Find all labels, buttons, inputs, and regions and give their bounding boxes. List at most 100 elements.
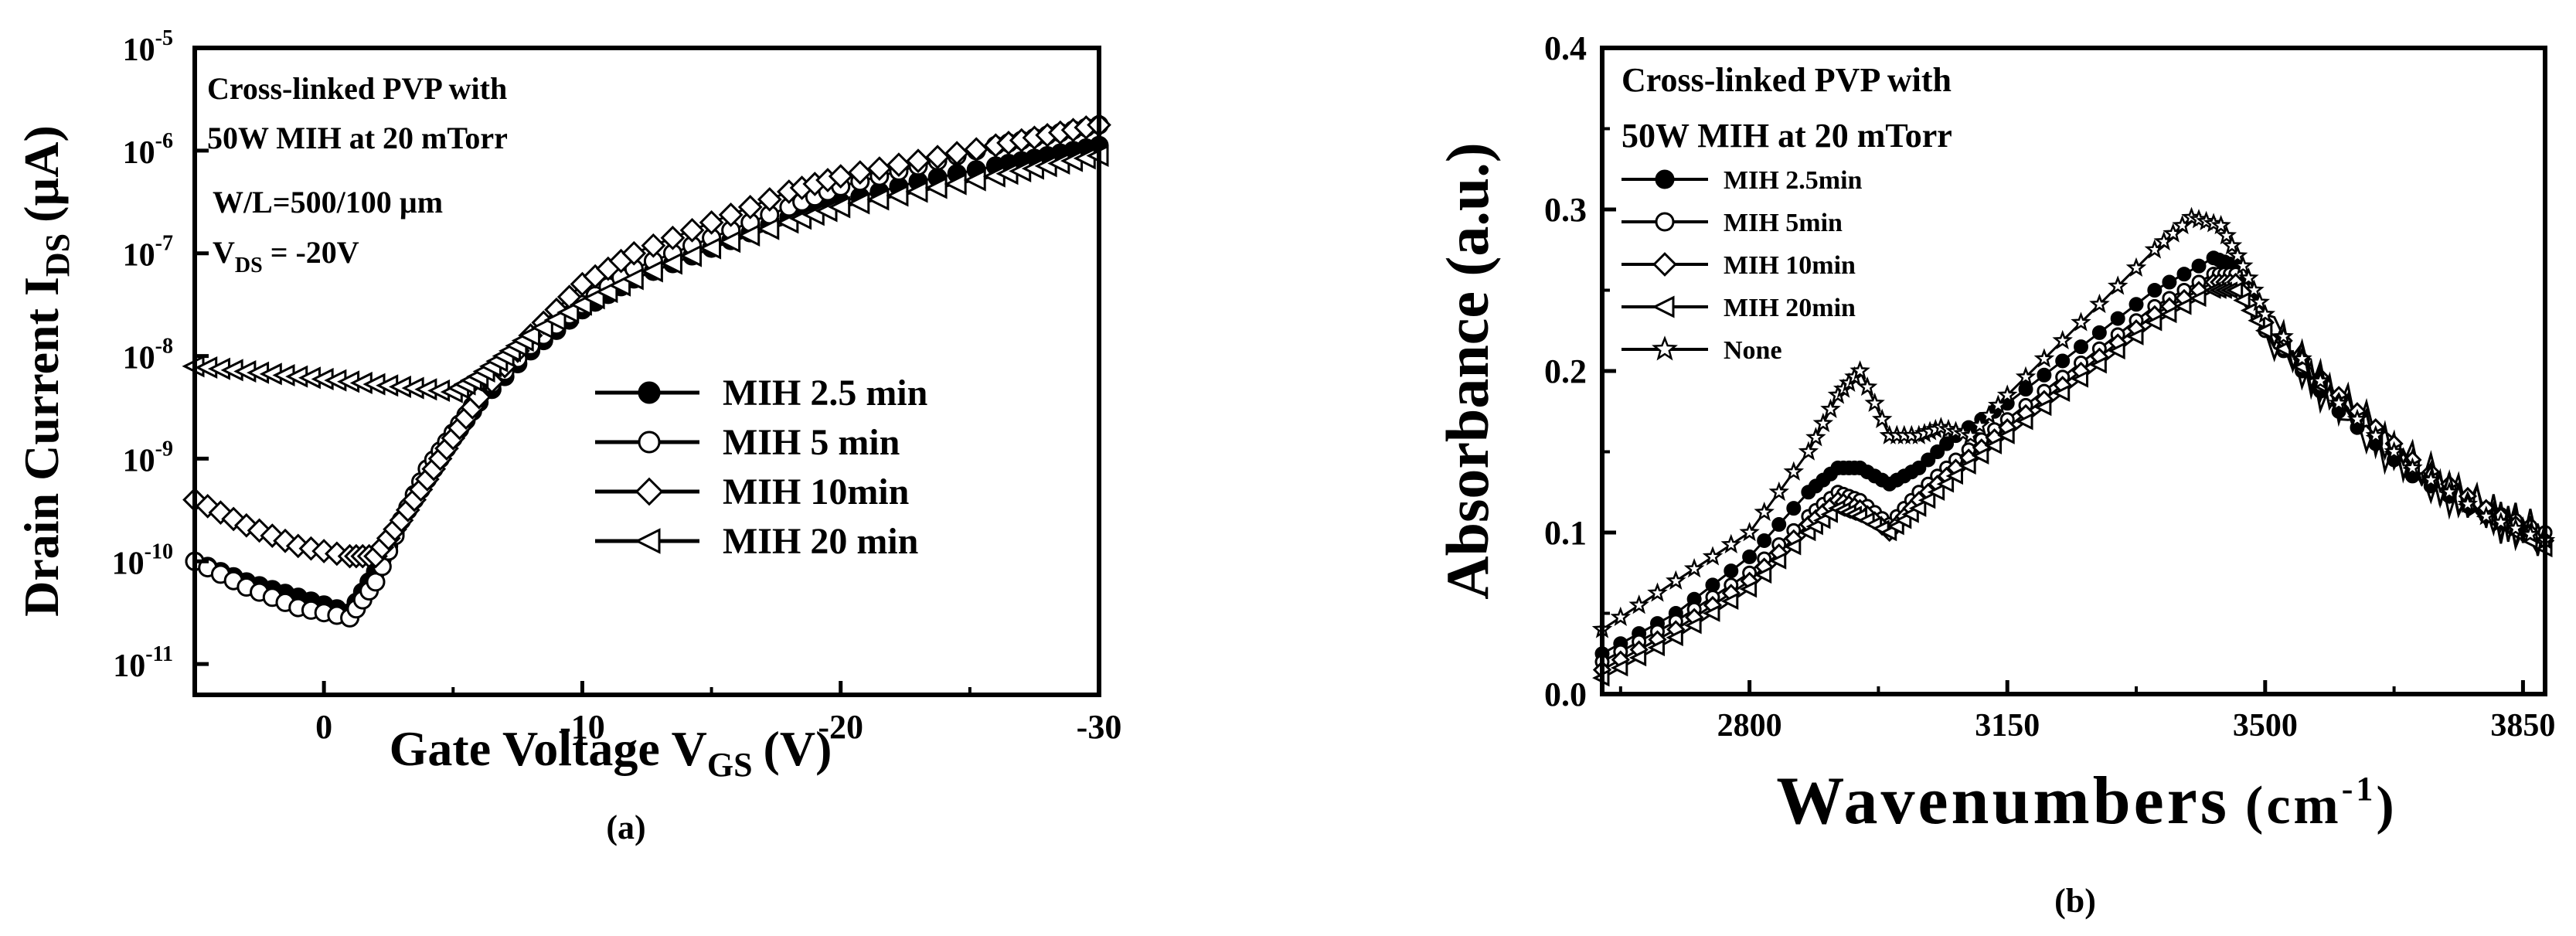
- panel-a-data-point: [924, 176, 948, 199]
- panel-a-legend-label: MIH 5 min: [723, 422, 900, 463]
- panel-b-data-point: [1984, 437, 2003, 454]
- panel-b-data-point: [2438, 481, 2460, 502]
- panel-a-xlabel-unit: (V): [764, 721, 832, 776]
- panel-b-data-point: [2052, 329, 2073, 350]
- panel-b-data-point: [2018, 382, 2033, 397]
- panel-b-xlabel: Wavenumbers (cm-1): [1776, 764, 2397, 839]
- panel-b-data-point: [2033, 348, 2055, 368]
- panel-b-data-point: [1783, 538, 1802, 556]
- panel-a-data-point: [757, 217, 780, 240]
- panel-a-data-point: [886, 184, 909, 207]
- panel-b-data-point: [1856, 376, 1878, 397]
- panel-b-y-tick-label: 0.2: [1544, 352, 1587, 390]
- panel-b-data-point: [2233, 291, 2251, 309]
- panel-a-ylabel-unit: (µA): [14, 125, 69, 223]
- panel-b-data-point: [1971, 447, 1989, 465]
- panel-a-data-point: [866, 188, 890, 211]
- panel-a-legend-marker: [638, 431, 661, 454]
- panel-b-data-point: [2216, 225, 2237, 245]
- panel-b-data-point: [1768, 552, 1787, 570]
- panel-b-data-point: [2074, 339, 2089, 355]
- panel-b-y-tick-label: 0.3: [1544, 191, 1587, 229]
- panel-b-data-point: [2520, 523, 2541, 543]
- panel-a-y-tick-base: 10: [123, 135, 155, 171]
- panel-b-data-point: [2110, 311, 2125, 326]
- panel-b-data-point: [2089, 293, 2110, 314]
- panel-a-caption: (a): [606, 808, 645, 846]
- panel-a-annotation-line-3: W/L=500/100 µm: [213, 185, 443, 220]
- panel-a-y-tick-exponent: -10: [145, 539, 173, 563]
- panel-b-xlabel-main: Wavenumbers: [1776, 764, 2230, 839]
- panel-b-data-point: [2221, 235, 2243, 255]
- panel-a-legend-marker: [635, 528, 661, 554]
- panel-a-data-point: [518, 324, 541, 347]
- panel-b-data-point: [2162, 274, 2177, 290]
- panel-a-y-tick-label: 10-11: [113, 642, 173, 684]
- panel-a-data-point: [640, 260, 663, 283]
- panel-b-data-point: [1647, 582, 1668, 602]
- panel-a-y-tick-exponent: -9: [155, 437, 173, 461]
- panel-b-legend-marker: [1655, 169, 1675, 189]
- panel-b-data-point: [1610, 606, 1632, 626]
- panel-b-data-point: [1939, 436, 1955, 451]
- panel-b-data-point: [2071, 370, 2089, 388]
- panel-a-y-tick-base: 10: [113, 648, 145, 684]
- panel-b-data-point: [2037, 367, 2052, 383]
- panel-b-data-point: [2292, 348, 2312, 368]
- panel-b-data-point: [2108, 342, 2125, 360]
- panel-a-data-point: [944, 141, 970, 166]
- panel-a-data-point: [530, 316, 553, 339]
- panel-b-data-point: [1683, 557, 1705, 578]
- panel-b-data-point: [2254, 322, 2273, 339]
- panel-a-y-tick-exponent: -8: [155, 335, 173, 359]
- panel-b-data-point: [1771, 517, 1787, 533]
- panel-a-annotation-line-1: Cross-linked PVP with: [207, 71, 507, 106]
- panel-a-legend: MIH 2.5 min MIH 5 min MIH 10min MIH 20 min: [595, 373, 927, 562]
- panel-a-data-point: [828, 196, 851, 219]
- panel-b-data-point: [2126, 328, 2144, 345]
- panel-b-data-point: [2210, 214, 2231, 235]
- panel-b-data-point: [2227, 245, 2248, 265]
- panel-a-y-tick-exponent: -7: [155, 232, 173, 256]
- panel-a-data-point: [866, 156, 892, 181]
- panel-b-data-point: [1798, 441, 1819, 461]
- panel-b-data-point: [2249, 291, 2271, 311]
- panel-b-data-point: [2232, 255, 2254, 275]
- panel-b-legend-label: MIH 20min: [1724, 294, 1856, 322]
- panel-a-annotation-vds-main: V: [213, 235, 235, 270]
- panel-a-data-point: [828, 164, 853, 189]
- panel-a-data-point: [543, 308, 567, 332]
- panel-b-legend-label: MIH 2.5min: [1724, 166, 1863, 195]
- panel-a-y-tick-base: 10: [123, 238, 155, 274]
- panel-a-data-point: [847, 160, 873, 185]
- panel-b-data-point: [1945, 467, 1963, 485]
- panel-b-data-point: [1979, 404, 1999, 424]
- panel-a-plot-frame: [192, 46, 1101, 697]
- panel-b-data-point: [1921, 452, 1936, 468]
- panel-b-legend-label: MIH 10min: [1724, 251, 1856, 280]
- panel-b-xlabel-unit: (cm: [2245, 776, 2342, 836]
- panel-b-ylabel: Absorbance (a.u.): [1434, 142, 1501, 600]
- panel-a-data-point: [963, 168, 986, 192]
- panel-b-data-point: [1739, 580, 1758, 598]
- panel-a-data-point: [847, 192, 870, 215]
- panel-b-legend: MIH 2.5min MIH 5min MIH 10min MIH 20min None: [1621, 166, 1863, 365]
- panel-b-annotation: Cross-linked PVP with 50W MIH at 20 mTor…: [1621, 61, 1952, 155]
- panel-b-x-tick-label: 2800: [1717, 708, 1782, 744]
- panel-a-legend-marker: [638, 381, 661, 404]
- panel-a-y-tick-label: 10-7: [123, 232, 173, 274]
- panel-b-data-point: [2016, 413, 2033, 431]
- panel-a-legend-marker: [635, 477, 664, 506]
- panel-a-y-tick-base: 10: [123, 32, 155, 68]
- panel-a-ylabel-main: Drain Current I: [14, 277, 69, 617]
- panel-a-legend-label: MIH 10min: [723, 471, 909, 512]
- panel-b-data-point: [1960, 424, 1981, 444]
- panel-b-data-point: [1757, 533, 1772, 548]
- panel-b-data-point: [1783, 461, 1805, 481]
- panel-a-data-point: [556, 301, 580, 324]
- panel-b-legend-marker: [1652, 335, 1678, 361]
- panel-b-data-point: [2107, 275, 2129, 295]
- panel-b-data-point: [2147, 283, 2163, 298]
- panel-a-data-point: [925, 145, 950, 170]
- panel-b-data-point: [2244, 279, 2265, 299]
